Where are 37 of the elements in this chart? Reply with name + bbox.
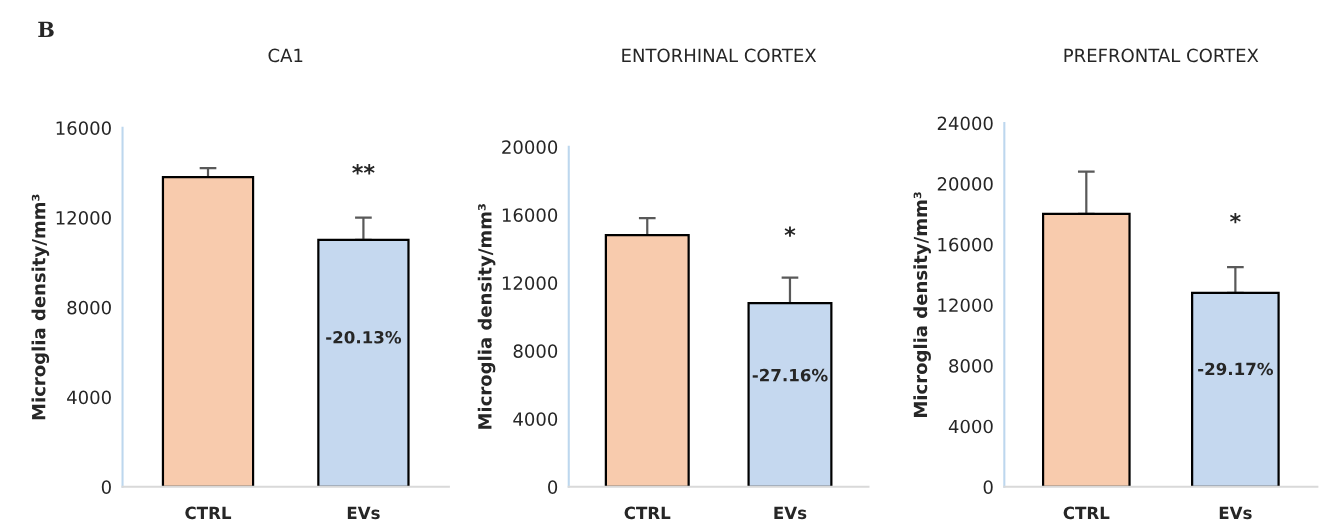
y-tick-label: 8000: [67, 300, 111, 315]
y-tick-label: 4000: [948, 419, 993, 434]
y-tick-label: 16000: [56, 121, 111, 135]
y-tick-label: 16000: [938, 237, 993, 252]
y-tick-label: 12000: [502, 276, 558, 290]
annotation: -20.13%: [326, 330, 402, 344]
y-tick-label: 24000: [937, 116, 993, 131]
x-tick-label: EVs: [1219, 506, 1252, 520]
y-tick-label: 4000: [67, 390, 111, 405]
y-axis-title: Microglia density/mm³: [31, 194, 50, 420]
chart-title: PREFRONTAL CORTEX: [1064, 48, 1259, 63]
annotation: **: [352, 164, 375, 175]
y-tick-label: 0: [548, 480, 558, 494]
y-tick-label: 12000: [938, 298, 993, 313]
x-tick-label: CTRL: [624, 506, 671, 520]
y-tick-label: 4000: [513, 412, 558, 426]
chart-title: ENTORHINAL CORTEX: [622, 48, 817, 63]
y-tick-label: 16000: [502, 208, 558, 222]
annotation: *: [784, 226, 796, 237]
annotation: -29.17%: [1198, 362, 1273, 376]
y-tick-label: 20000: [502, 140, 558, 154]
annotation: -27.16%: [752, 368, 828, 382]
x-tick-label: CTRL: [185, 506, 232, 520]
y-axis-title: Microglia density/mm³: [913, 192, 931, 417]
y-tick-label: 0: [101, 480, 111, 494]
x-tick-label: EVs: [774, 506, 807, 520]
y-axis-title: Microglia density/mm³: [477, 204, 496, 429]
y-tick-label: 8000: [513, 344, 558, 358]
y-tick-label: 20000: [937, 177, 993, 191]
chart-title: CA1: [268, 48, 303, 63]
x-tick-label: CTRL: [1063, 506, 1110, 520]
x-tick-label: EVs: [347, 506, 380, 520]
y-tick-label: 8000: [949, 359, 993, 373]
y-tick-label: 0: [983, 480, 993, 494]
text: B: [38, 21, 54, 37]
y-tick-label: 12000: [56, 211, 111, 225]
annotation: *: [1230, 213, 1241, 224]
